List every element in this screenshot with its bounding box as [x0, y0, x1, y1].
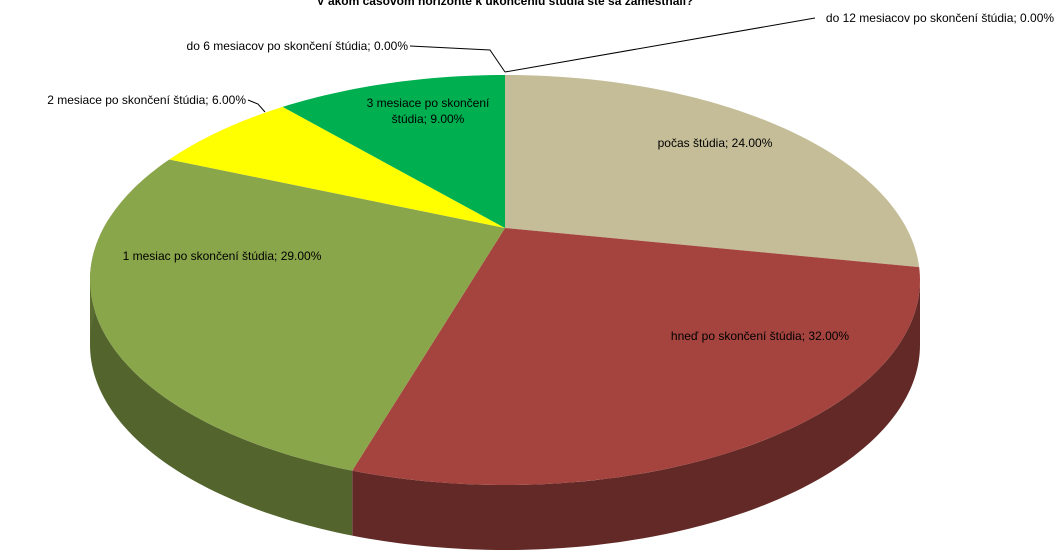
- label-value: 0.00%: [1020, 11, 1055, 25]
- label-value: 29.00%: [280, 249, 322, 263]
- data-label: 1 mesiac po skončení štúdia; 29.00%: [122, 249, 322, 263]
- label-value: 32.00%: [808, 329, 850, 343]
- label-category: hneď po skončení štúdia: [670, 329, 802, 343]
- chart-title: V akom časovom horizonte k ukončeniu štú…: [317, 0, 694, 8]
- leader-line: [247, 99, 266, 113]
- label-category: 3 mesiace po skončení štúdia: [366, 96, 490, 126]
- leader-line: [409, 45, 506, 73]
- leader-line: [504, 17, 816, 73]
- label-value: 24.00%: [731, 136, 773, 150]
- label-value: 9.00%: [430, 112, 465, 126]
- label-category: počas štúdia: [657, 136, 725, 150]
- data-label: do 12 mesiacov po skončení štúdia; 0.00%: [825, 11, 1055, 25]
- slice-side: [352, 280, 921, 550]
- label-category: do 6 mesiacov po skončení štúdia: [186, 39, 368, 53]
- label-category: 1 mesiac po skončení štúdia: [122, 249, 275, 263]
- data-label: 2 mesiace po skončení štúdia; 6.00%: [47, 93, 246, 107]
- slice: [169, 106, 506, 228]
- data-label: do 6 mesiacov po skončení štúdia; 0.00%: [186, 39, 408, 53]
- slice-side: [90, 280, 353, 536]
- label-value: 0.00%: [373, 39, 408, 53]
- slice: [90, 159, 505, 471]
- slice: [352, 228, 920, 485]
- data-label: hneď po skončení štúdia; 32.00%: [670, 329, 850, 343]
- data-label: 3 mesiace po skončení štúdia; 9.00%: [366, 96, 490, 126]
- label-category: 2 mesiace po skončení štúdia: [47, 93, 206, 107]
- data-label: počas štúdia; 24.00%: [657, 136, 773, 150]
- slice: [505, 75, 920, 268]
- label-category: do 12 mesiacov po skončení štúdia: [825, 11, 1014, 25]
- slice: [282, 75, 505, 228]
- label-value: 6.00%: [211, 93, 246, 107]
